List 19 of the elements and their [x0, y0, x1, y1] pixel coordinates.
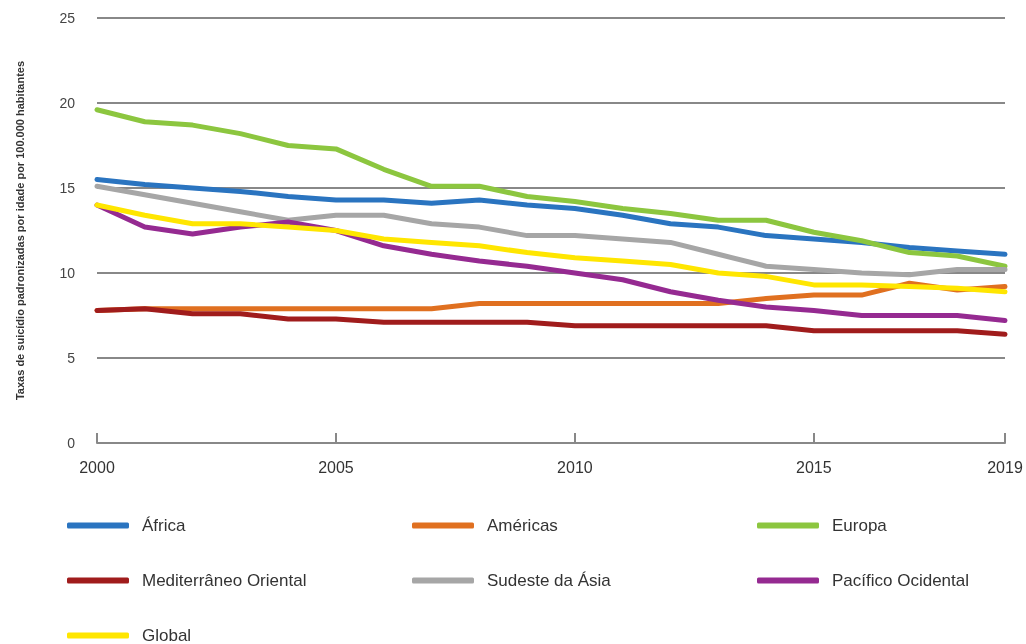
x-tick-label: 2015: [796, 458, 832, 476]
y-tick-label: 15: [59, 180, 76, 196]
x-tick-label: 2000: [79, 458, 115, 476]
y-tick-label: 0: [67, 435, 76, 451]
y-tick-label: 20: [59, 95, 76, 111]
legend-label: Global: [142, 626, 192, 644]
y-axis-title: Taxas de suicídio padronizadas por idade por 100.000 habitantes: [13, 60, 26, 401]
x-tick-label: 2010: [557, 458, 593, 476]
y-tick-label: 25: [59, 10, 76, 26]
legend-label: África: [142, 516, 186, 535]
y-tick-label: 10: [59, 265, 76, 281]
y-tick-label: 5: [67, 350, 76, 366]
legend-label: Sudeste da Ásia: [487, 571, 612, 590]
x-tick-label: 2019: [987, 458, 1023, 476]
legend-label: Europa: [832, 516, 888, 535]
x-tick-label: 2005: [318, 458, 354, 476]
legend-label: Mediterrâneo Oriental: [142, 571, 307, 590]
legend-label: Pacífico Ocidental: [832, 571, 970, 590]
legend-label: Américas: [487, 516, 558, 535]
